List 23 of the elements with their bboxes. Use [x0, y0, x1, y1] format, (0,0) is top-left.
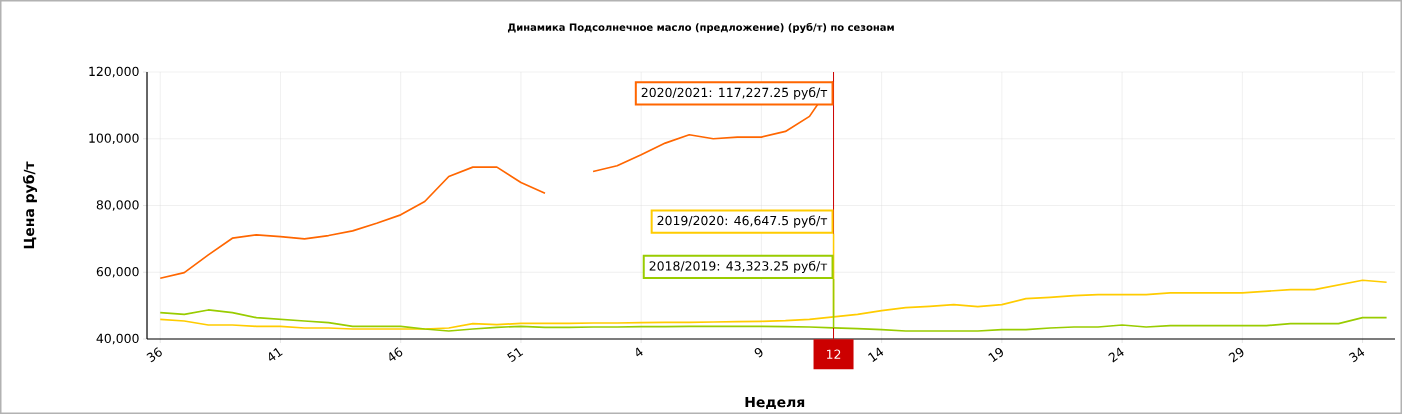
x-tick-label: 4: [636, 347, 643, 357]
chart-title: Динамика Подсолнечное масло (предложение) (руб/т) по сезонам: [507, 22, 894, 34]
x-axis-title: Неделя: [745, 396, 805, 410]
x-tick-label: 51: [507, 348, 524, 363]
annotation: 2020/2021: 117,227.25 руб/т: [641, 87, 828, 100]
x-tick-label: 34: [1348, 347, 1365, 363]
x-tick-label: 24: [1108, 347, 1124, 363]
x-tick-label: 46: [389, 347, 403, 361]
y-tick-label: 60,000: [96, 266, 139, 278]
x-tick-label: 14: [868, 347, 884, 362]
x-tick-label: 29: [1228, 348, 1244, 363]
x-tick-label: 19: [988, 348, 1003, 363]
x-tick-label: 9: [754, 348, 763, 358]
annotation: 2019/2020: 46,647.5 руб/т: [657, 215, 828, 228]
y-tick-label: 120,000: [89, 66, 139, 78]
y-tick-label: 80,000: [96, 200, 139, 211]
y-axis-title: Цена руб/т: [22, 161, 38, 249]
x-tick-label: 36: [146, 347, 162, 363]
y-tick-label: 100,000: [89, 133, 139, 145]
annotation: 2018/2019: 43,323.25 руб/т: [649, 260, 828, 274]
x-tick-label: 12: [826, 349, 841, 359]
y-tick-label: 40,000: [96, 333, 139, 345]
x-tick-label: 41: [269, 348, 283, 361]
